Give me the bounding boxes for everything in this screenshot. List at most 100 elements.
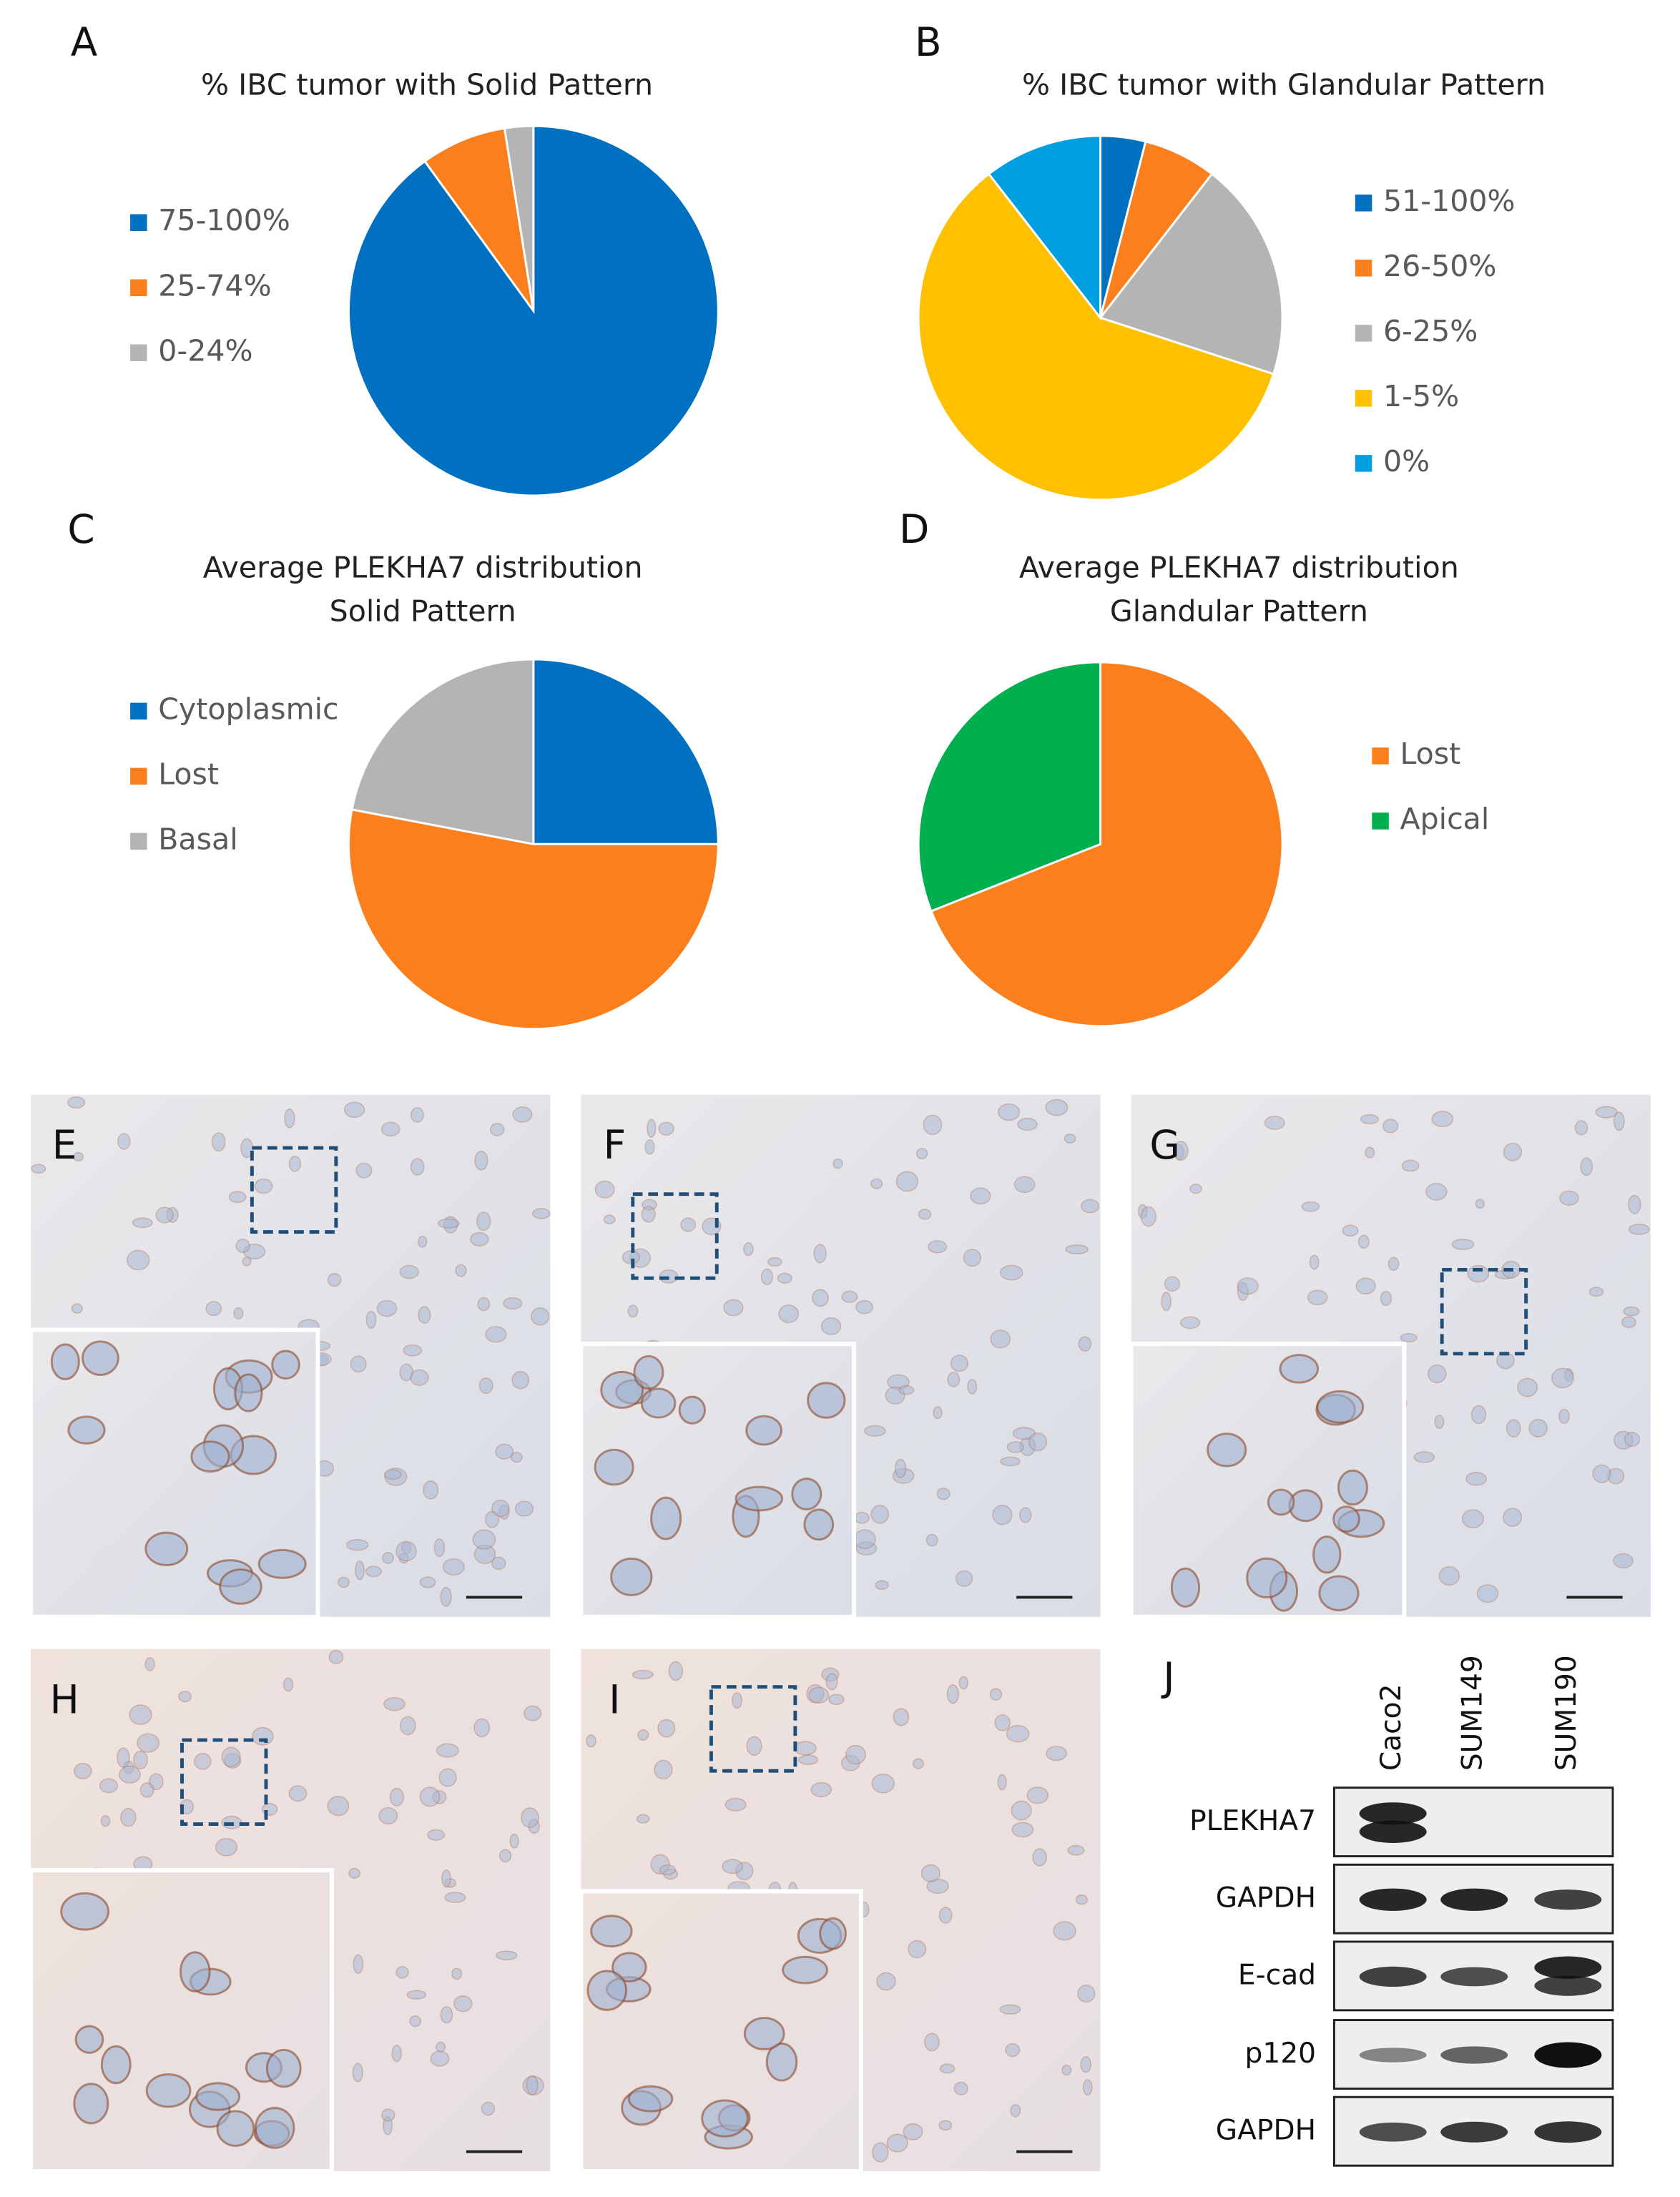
cell-nucleus: [797, 1754, 819, 1765]
cell-nucleus: [998, 1103, 1021, 1121]
cell-nucleus: [355, 1560, 365, 1581]
row-label: GAPDH: [1216, 2115, 1316, 2147]
cell-nucleus: [512, 1106, 533, 1123]
legend-label: 6-25%: [1383, 314, 1478, 348]
inset-nucleus: [611, 1952, 647, 1982]
cell-nucleus: [1580, 1157, 1593, 1176]
legend-swatch: [1372, 812, 1389, 830]
pie-slice: [930, 661, 1284, 1028]
cell-nucleus: [228, 1191, 247, 1204]
cell-nucleus: [1461, 1509, 1485, 1528]
band: [1534, 1889, 1602, 1910]
cell-nucleus: [426, 1829, 446, 1841]
inset-nucleus: [590, 1915, 633, 1948]
cell-nucleus: [989, 1688, 1003, 1701]
cell-nucleus: [489, 1123, 505, 1136]
panel-label: E: [52, 1122, 77, 1168]
inset-nucleus: [701, 2099, 749, 2138]
inset-nucleus: [819, 1917, 847, 1950]
cell-nucleus: [654, 1759, 673, 1780]
legend-label: 25-74%: [158, 268, 271, 303]
cell-nucleus: [658, 1121, 674, 1136]
legend-swatch: [130, 214, 147, 231]
inset-nucleus: [791, 1478, 822, 1510]
cell-nucleus: [396, 1966, 409, 1979]
cell-nucleus: [211, 1132, 226, 1152]
cell-nucleus: [440, 2006, 453, 2024]
cell-nucleus: [284, 1108, 295, 1129]
cell-nucleus: [491, 1556, 506, 1571]
panel-label: I: [609, 1676, 620, 1722]
inset-nucleus: [765, 2042, 798, 2082]
cell-nucleus: [924, 2033, 940, 2052]
cell-nucleus: [481, 2101, 496, 2116]
inset-nucleus: [1279, 1354, 1320, 1384]
zoom-box: [709, 1685, 797, 1773]
band: [1359, 2122, 1427, 2142]
cell-nucleus: [1382, 1119, 1399, 1134]
cell-nucleus: [288, 1785, 308, 1802]
cell-nucleus: [1451, 1239, 1475, 1250]
legend-label: Apical: [1400, 802, 1489, 836]
band: [1440, 2046, 1508, 2064]
inset-nucleus: [735, 1485, 784, 1512]
cell-nucleus: [813, 1244, 827, 1264]
cell-nucleus: [1307, 1289, 1328, 1306]
inset-nucleus: [195, 2082, 241, 2111]
cell-nucleus: [365, 1310, 377, 1329]
cell-nucleus: [898, 1385, 915, 1395]
panel-label: C: [67, 506, 94, 552]
cell-nucleus: [825, 1673, 838, 1691]
cell-nucleus: [1028, 1432, 1048, 1452]
cell-nucleus: [990, 1329, 1011, 1349]
legend-swatch: [130, 832, 147, 850]
cell-nucleus: [403, 1344, 422, 1357]
cell-nucleus: [410, 1369, 429, 1386]
inset-nucleus: [144, 1531, 189, 1566]
cell-nucleus: [1080, 2055, 1092, 2073]
cell-nucleus: [895, 1171, 919, 1192]
cell-nucleus: [627, 1304, 639, 1318]
cell-nucleus: [1061, 2064, 1072, 2076]
band: [1534, 1956, 1602, 1979]
cell-nucleus: [117, 1747, 130, 1768]
inset-nucleus: [743, 2017, 785, 2051]
inset-nucleus: [257, 1548, 307, 1579]
cell-nucleus: [933, 1406, 943, 1420]
cell-nucleus: [680, 1217, 697, 1232]
cell-nucleus: [117, 1133, 131, 1150]
cell-nucleus: [137, 1733, 160, 1753]
cell-nucleus: [1558, 1408, 1570, 1425]
cell-nucleus: [1046, 1745, 1068, 1761]
inset-nucleus: [807, 1382, 846, 1419]
cell-nucleus: [732, 1691, 743, 1709]
cell-nucleus: [438, 1768, 457, 1787]
cell-nucleus: [1623, 1306, 1640, 1317]
cell-nucleus: [1425, 1182, 1448, 1201]
inset-nucleus: [1312, 1535, 1342, 1574]
cell-nucleus: [632, 1669, 654, 1680]
legend-swatch: [1355, 195, 1372, 212]
legend-label: Lost: [1400, 737, 1460, 771]
inset-nucleus: [1332, 1505, 1360, 1533]
cell-nucleus: [912, 1758, 925, 1769]
band: [1359, 1966, 1427, 1987]
cell-nucleus: [1081, 1199, 1100, 1214]
cell-nucleus: [1365, 1146, 1375, 1159]
inset-nucleus: [600, 1370, 644, 1409]
inset-nucleus: [234, 1373, 263, 1412]
cell-nucleus: [920, 1864, 940, 1883]
cell-nucleus: [970, 1187, 991, 1205]
panel-label: F: [604, 1122, 627, 1168]
cell-nucleus: [1011, 1822, 1034, 1838]
cell-nucleus: [1438, 1566, 1460, 1586]
band: [1440, 2121, 1508, 2143]
inset-nucleus: [1207, 1432, 1247, 1468]
cell-nucleus: [376, 1299, 398, 1317]
cell-nucleus: [1173, 1141, 1189, 1161]
inset-nucleus: [219, 1568, 262, 1605]
cell-nucleus: [872, 2142, 889, 2163]
cell-nucleus: [1628, 1224, 1650, 1235]
cell-nucleus: [120, 1807, 137, 1827]
cell-nucleus: [999, 1264, 1023, 1281]
